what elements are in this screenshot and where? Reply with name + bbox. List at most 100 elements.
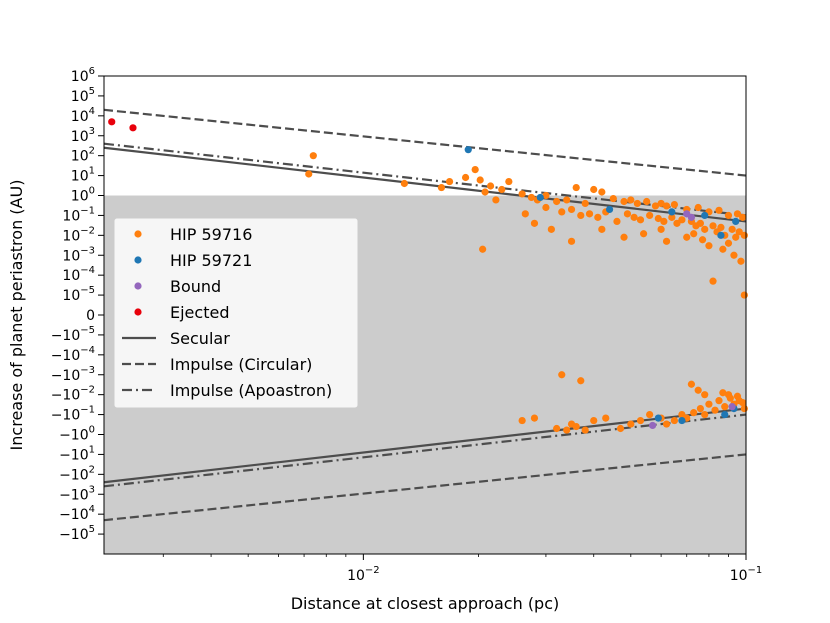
point-hip-59716 [733, 392, 742, 400]
point-hip-59716 [542, 203, 550, 212]
y-tick-label: 102 [71, 146, 95, 165]
point-hip-59716 [724, 211, 733, 220]
y-tick-label: 10−5 [62, 285, 95, 304]
point-hip-59721 [721, 410, 729, 419]
point-hip-59721 [701, 211, 709, 220]
y-tick-label: 0 [86, 308, 95, 324]
legend-marker-hip-59721 [134, 256, 142, 264]
point-hip-59716 [696, 404, 704, 413]
point-hip-59716 [728, 225, 736, 233]
point-ejected [129, 124, 137, 132]
point-hip-59716 [530, 219, 539, 227]
point-hip-59716 [657, 225, 665, 233]
point-hip-59716 [636, 416, 645, 425]
legend-marker-hip-59716 [134, 230, 142, 238]
point-hip-59716 [636, 216, 645, 224]
point-hip-59721 [536, 193, 544, 202]
point-hip-59716 [602, 414, 610, 422]
y-tick-label: −10−5 [51, 325, 95, 344]
y-tick-label: −103 [59, 484, 95, 503]
point-hip-59716 [445, 177, 454, 186]
point-hip-59716 [657, 199, 665, 208]
legend-label-secular: Secular [170, 329, 230, 348]
legend-label-impulse-circular: Impulse (Circular) [170, 355, 312, 374]
point-ejected [108, 118, 116, 126]
point-hip-59716 [701, 391, 709, 399]
point-hip-59716 [662, 237, 671, 245]
point-hip-59716 [670, 416, 679, 425]
y-tick-label: 103 [71, 126, 95, 145]
x-axis-ticks: 10−2 10−1 [162, 554, 763, 584]
legend-label-bound: Bound [170, 277, 221, 296]
point-hip-59716 [481, 188, 489, 196]
point-hip-59716 [739, 213, 747, 221]
point-hip-59716 [400, 179, 408, 188]
point-hip-59716 [646, 410, 654, 419]
point-hip-59716 [630, 213, 638, 221]
point-hip-59716 [547, 225, 555, 233]
point-hip-59716 [461, 173, 470, 182]
y-axis-ticks: 10610510410310210110010−110−210−310−410−… [51, 66, 104, 543]
y-tick-label: −10−3 [51, 365, 95, 384]
point-hip-59716 [730, 251, 738, 259]
y-tick-label: 104 [71, 106, 95, 125]
point-hip-59716 [701, 410, 709, 419]
point-hip-59716 [627, 196, 635, 204]
point-hip-59716 [654, 214, 662, 223]
point-hip-59716 [715, 206, 723, 214]
point-hip-59716 [577, 211, 585, 220]
point-hip-59716 [668, 213, 676, 221]
legend-label-ejected: Ejected [170, 303, 229, 322]
point-hip-59716 [498, 185, 506, 194]
point-hip-59716 [670, 200, 679, 209]
x-axis-label: Distance at closest approach (pc) [291, 594, 560, 613]
point-hip-59716 [609, 194, 617, 203]
point-hip-59716 [437, 183, 446, 192]
point-hip-59716 [733, 210, 742, 218]
point-hip-59716 [721, 403, 729, 411]
point-hip-59721 [605, 205, 614, 214]
point-hip-59721 [464, 146, 472, 154]
legend-marker-bound [134, 282, 142, 290]
point-hip-59716 [662, 202, 671, 210]
point-hip-59716 [737, 257, 745, 265]
point-hip-59716 [572, 422, 580, 431]
point-hip-59716 [643, 197, 651, 206]
point-hip-59716 [633, 199, 641, 208]
point-hip-59716 [724, 239, 733, 247]
y-tick-label: 100 [71, 186, 95, 205]
model-line-solid-2 [103, 146, 747, 223]
point-hip-59716 [553, 424, 561, 433]
y-tick-label: −10−2 [51, 385, 95, 404]
point-hip-59716 [627, 420, 635, 428]
point-hip-59716 [705, 242, 713, 250]
point-hip-59721 [668, 208, 676, 216]
model-line-dashed-0 [103, 108, 747, 177]
point-hip-59716 [709, 222, 717, 230]
model-lines [103, 108, 747, 522]
x-tick-label: 10−1 [730, 565, 763, 584]
point-hip-59716 [613, 217, 621, 226]
model-line-dashed-3 [103, 453, 747, 522]
point-hip-59716 [527, 193, 536, 202]
point-hip-59716 [726, 394, 734, 402]
point-hip-59716 [598, 188, 606, 196]
point-hip-59716 [486, 182, 495, 190]
legend-label-hip-59716: HIP 59716 [170, 225, 252, 244]
y-tick-label: 10−3 [62, 245, 95, 264]
point-hip-59716 [471, 165, 479, 174]
point-hip-59721 [717, 231, 725, 239]
point-hip-59716 [577, 377, 585, 385]
point-bound [728, 403, 736, 411]
point-hip-59716 [732, 233, 740, 241]
legend-label-impulse-apoastron: Impulse (Apoastron) [170, 381, 332, 400]
point-hip-59716 [678, 216, 686, 224]
point-hip-59716 [698, 236, 707, 244]
point-hip-59721 [678, 416, 686, 425]
y-tick-label: −105 [59, 524, 95, 543]
point-hip-59716 [594, 213, 602, 221]
y-tick-label: 101 [71, 166, 95, 185]
point-hip-59716 [687, 380, 696, 388]
point-hip-59716 [590, 416, 598, 425]
point-hip-59716 [740, 291, 748, 299]
